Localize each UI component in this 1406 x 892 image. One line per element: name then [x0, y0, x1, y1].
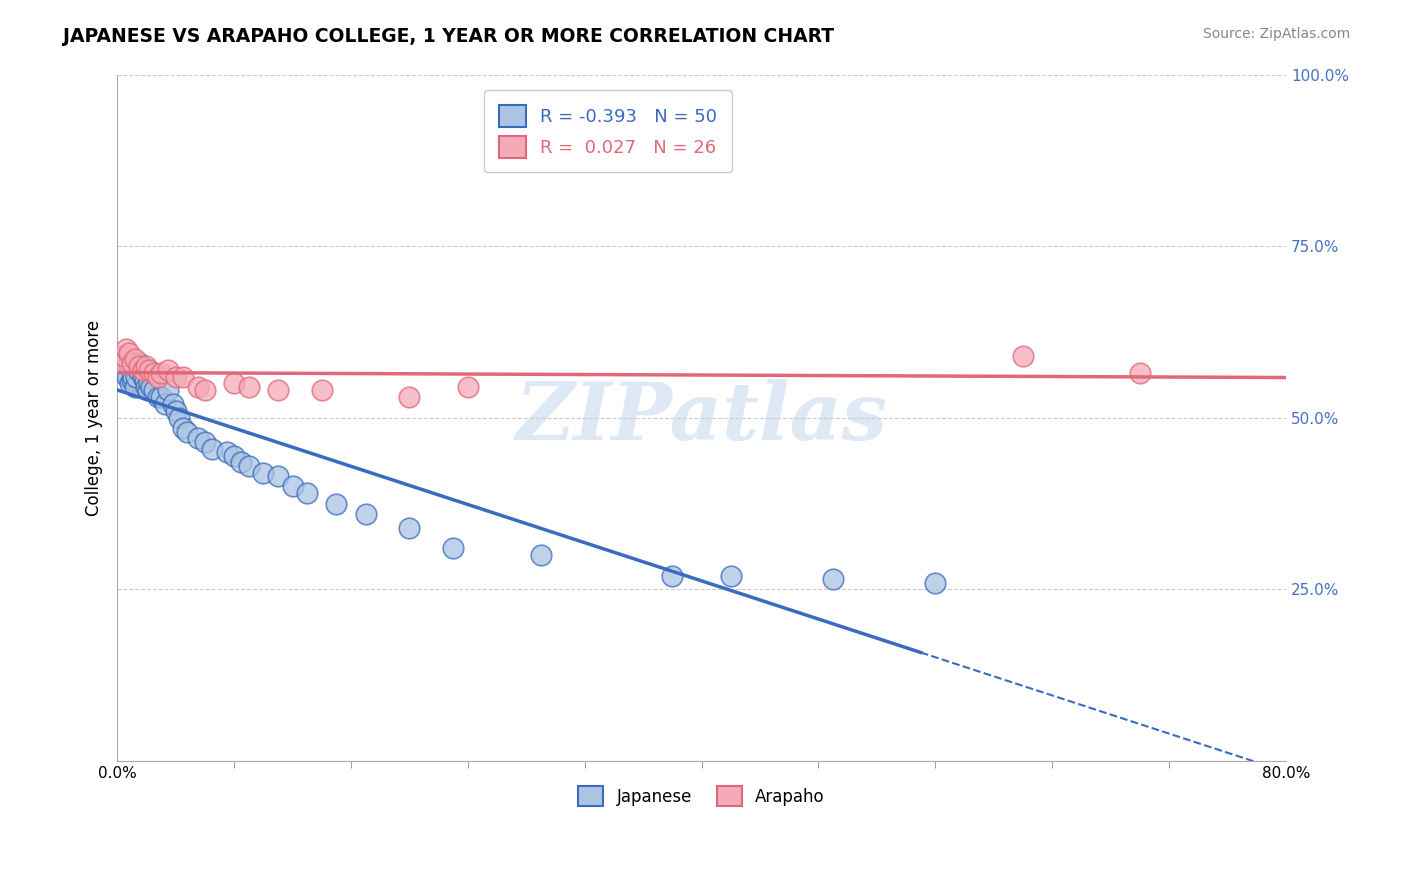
- Legend: Japanese, Arapaho: Japanese, Arapaho: [569, 778, 834, 814]
- Point: [157, 363, 180, 377]
- Text: Source: ZipAtlas.com: Source: ZipAtlas.com: [1202, 27, 1350, 41]
- Point: [125, 369, 148, 384]
- Point: [122, 369, 145, 384]
- Point: [231, 455, 253, 469]
- Point: [120, 376, 142, 391]
- Point: [172, 421, 194, 435]
- Point: [129, 359, 152, 374]
- Point: [201, 442, 224, 456]
- Point: [118, 356, 141, 370]
- Point: [252, 466, 274, 480]
- Point: [136, 384, 159, 398]
- Point: [134, 373, 156, 387]
- Point: [132, 363, 155, 377]
- Point: [112, 349, 135, 363]
- Point: [121, 373, 143, 387]
- Point: [186, 380, 208, 394]
- Point: [124, 352, 146, 367]
- Point: [146, 369, 169, 384]
- Point: [135, 359, 157, 374]
- Point: [128, 356, 150, 370]
- Point: [124, 380, 146, 394]
- Point: [215, 445, 238, 459]
- Point: [146, 390, 169, 404]
- Point: [167, 410, 190, 425]
- Point: [530, 548, 553, 562]
- Point: [121, 356, 143, 370]
- Point: [128, 359, 150, 374]
- Point: [142, 366, 165, 380]
- Point: [222, 376, 245, 391]
- Point: [117, 369, 139, 384]
- Point: [267, 469, 290, 483]
- Point: [457, 380, 479, 394]
- Point: [139, 380, 162, 394]
- Point: [720, 568, 742, 582]
- Point: [1012, 349, 1035, 363]
- Point: [398, 521, 420, 535]
- Point: [138, 363, 160, 377]
- Point: [138, 376, 160, 391]
- Point: [295, 486, 318, 500]
- Point: [661, 568, 683, 582]
- Point: [238, 380, 260, 394]
- Point: [115, 342, 138, 356]
- Point: [398, 390, 420, 404]
- Point: [118, 345, 141, 359]
- Point: [311, 384, 333, 398]
- Point: [155, 397, 177, 411]
- Point: [162, 397, 184, 411]
- Point: [114, 349, 136, 363]
- Point: [135, 380, 157, 394]
- Point: [267, 384, 290, 398]
- Point: [924, 575, 946, 590]
- Text: ZIPatlas: ZIPatlas: [516, 379, 887, 457]
- Text: JAPANESE VS ARAPAHO COLLEGE, 1 YEAR OR MORE CORRELATION CHART: JAPANESE VS ARAPAHO COLLEGE, 1 YEAR OR M…: [63, 27, 834, 45]
- Point: [325, 497, 347, 511]
- Point: [281, 479, 304, 493]
- Point: [238, 458, 260, 473]
- Point: [354, 507, 377, 521]
- Point: [823, 572, 845, 586]
- Point: [127, 363, 149, 377]
- Point: [115, 366, 138, 380]
- Point: [132, 369, 155, 384]
- Point: [114, 363, 136, 377]
- Point: [176, 425, 198, 439]
- Point: [441, 541, 464, 556]
- Point: [165, 369, 187, 384]
- Point: [110, 356, 132, 370]
- Point: [150, 390, 173, 404]
- Point: [186, 431, 208, 445]
- Point: [172, 369, 194, 384]
- Y-axis label: College, 1 year or more: College, 1 year or more: [86, 319, 103, 516]
- Point: [165, 404, 187, 418]
- Point: [1129, 366, 1152, 380]
- Point: [222, 449, 245, 463]
- Point: [157, 384, 180, 398]
- Point: [194, 384, 217, 398]
- Point: [194, 434, 217, 449]
- Point: [110, 356, 132, 370]
- Point: [150, 366, 173, 380]
- Point: [142, 384, 165, 398]
